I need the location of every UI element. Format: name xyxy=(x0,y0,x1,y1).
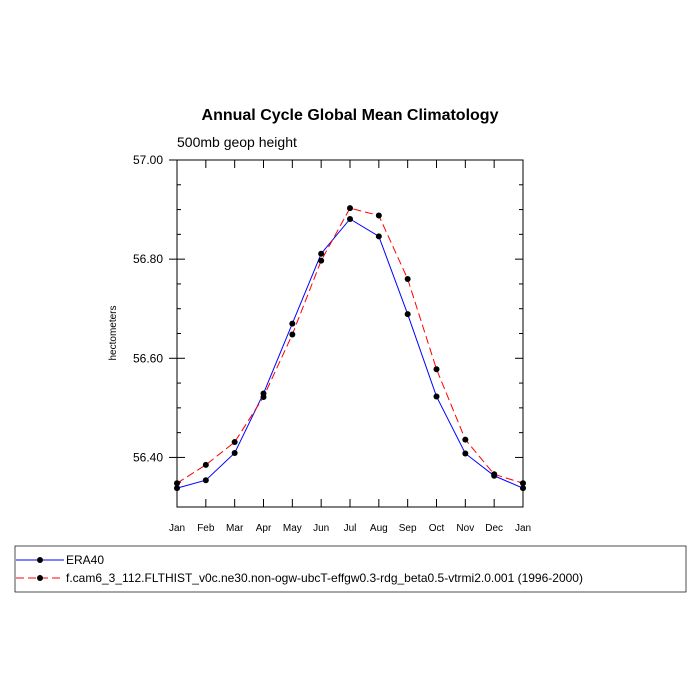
series-2-point xyxy=(433,366,440,373)
chart-title: Annual Cycle Global Mean Climatology xyxy=(202,107,499,124)
series-2-point xyxy=(404,275,411,282)
y-tick-label: 56.80 xyxy=(133,252,163,266)
series-1-point xyxy=(404,311,411,318)
x-tick-label: Nov xyxy=(456,523,474,534)
x-tick-label: Jul xyxy=(344,523,357,534)
chart-subtitle: 500mb geop height xyxy=(177,134,297,150)
series-2-point xyxy=(289,331,296,338)
series-1-point xyxy=(202,477,209,484)
series-2-point xyxy=(520,480,526,487)
series-1-point xyxy=(433,393,440,400)
x-tick-label: Oct xyxy=(429,523,445,534)
plot-frame xyxy=(176,159,524,508)
y-tick-label: 56.40 xyxy=(133,450,163,464)
x-tick-label: Jun xyxy=(313,523,329,534)
y-tick-label: 56.60 xyxy=(133,351,163,365)
legend-label-2: f.cam6_3_112.FLTHIST_v0c.ne30.non-ogw-ub… xyxy=(66,571,583,585)
series-1-point xyxy=(520,485,526,492)
series-1-point xyxy=(375,233,382,240)
x-tick-label: Sep xyxy=(399,523,417,534)
series-2-point xyxy=(260,393,267,400)
series-2-point xyxy=(231,439,238,446)
y-axis-label: hectometers xyxy=(108,305,119,360)
legend-marker-1 xyxy=(37,557,43,563)
axes: 56.40 56.60 56.80 57.00 Jan Feb Mar Apr May Jun Ju… xyxy=(133,153,531,534)
series-1-point xyxy=(231,449,238,456)
legend-marker-2 xyxy=(37,575,43,581)
series-2-point xyxy=(174,480,180,487)
plot-area xyxy=(174,205,526,492)
series-2-point xyxy=(491,471,498,478)
y-tick-label: 57.00 xyxy=(133,153,163,167)
x-tick-label: May xyxy=(283,523,302,534)
x-tick-label: Dec xyxy=(485,523,503,534)
legend: ERA40 f.cam6_3_112.FLTHIST_v0c.ne30.non-o… xyxy=(14,545,687,593)
series-1-point xyxy=(318,250,325,257)
x-tick-label: Jan xyxy=(515,523,531,534)
x-tick-label: Aug xyxy=(370,523,388,534)
x-tick-label: Feb xyxy=(197,523,215,534)
x-tick-label: Mar xyxy=(226,523,244,534)
series-2-point xyxy=(202,461,209,468)
legend-box xyxy=(14,545,687,593)
series-1-point xyxy=(347,215,353,222)
series-1-point xyxy=(174,485,180,492)
series-2-point xyxy=(375,212,382,219)
series-1-point xyxy=(289,320,296,327)
x-tick-label: Jan xyxy=(169,523,185,534)
series-1-point xyxy=(462,450,469,457)
x-tick-label: Apr xyxy=(256,523,272,534)
legend-label-1: ERA40 xyxy=(66,553,104,567)
series-2-point xyxy=(462,436,469,443)
series-2-point xyxy=(318,257,325,264)
series-line-1 xyxy=(176,218,524,489)
series-line-2 xyxy=(176,207,524,484)
series-2-point xyxy=(347,205,353,212)
